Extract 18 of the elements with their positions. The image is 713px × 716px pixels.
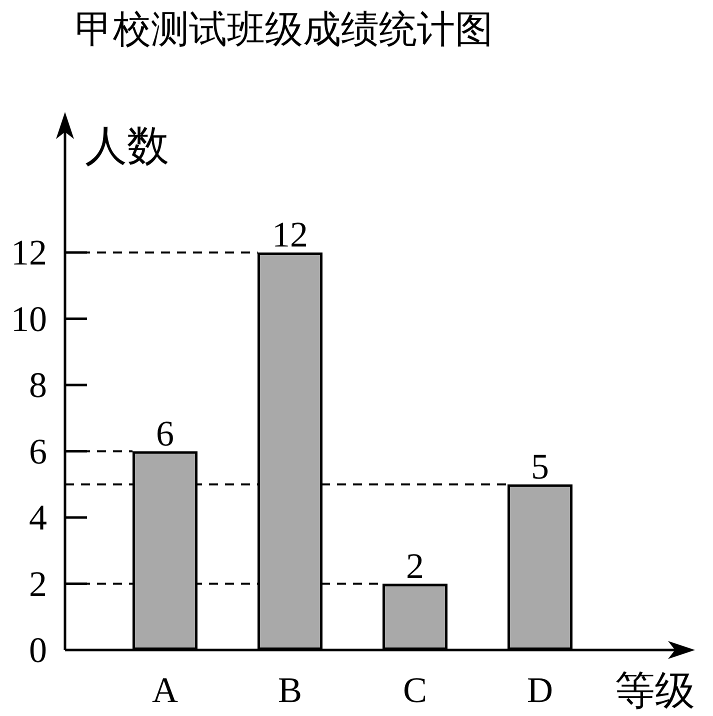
y-axis-title: 人数: [85, 124, 169, 170]
x-axis-title: 等级: [615, 668, 695, 713]
x-tick-label: A: [152, 670, 178, 710]
y-tick-label: 2: [29, 564, 47, 604]
data-label: 2: [406, 546, 424, 586]
x-tick-label: C: [402, 670, 428, 710]
x-tick-label: D: [527, 670, 553, 710]
x-tick-label: B: [278, 670, 302, 710]
y-tick-label: 6: [29, 431, 47, 472]
data-label: 12: [272, 214, 308, 254]
y-tick-label: 10: [11, 298, 47, 339]
y-tick-label: 4: [29, 498, 47, 538]
data-label: 6: [156, 413, 174, 454]
chart-title: 甲校测试班级成绩统计图: [75, 9, 493, 51]
y-tick-label: 12: [11, 232, 47, 272]
data-label: 5: [531, 446, 549, 486]
y-tick-label: 0: [29, 630, 47, 670]
y-tick-label: 8: [29, 365, 47, 405]
